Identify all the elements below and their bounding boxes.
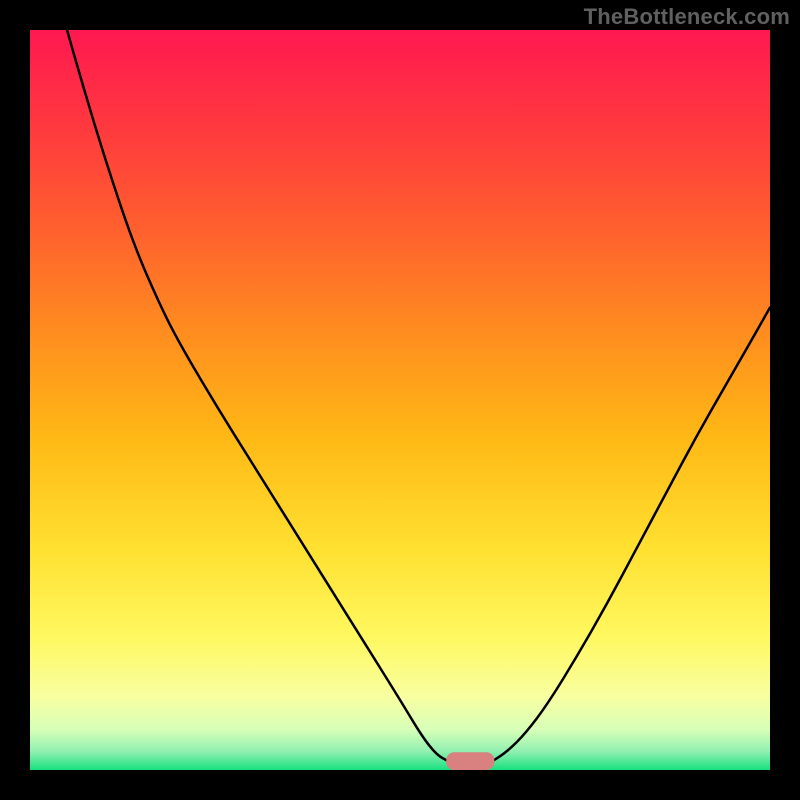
chart-frame: TheBottleneck.com: [0, 0, 800, 800]
watermark-label: TheBottleneck.com: [584, 4, 790, 30]
gradient-background: [30, 30, 770, 770]
bottleneck-chart: [30, 30, 770, 770]
minimum-marker: [446, 752, 494, 770]
plot-area: [30, 30, 770, 770]
